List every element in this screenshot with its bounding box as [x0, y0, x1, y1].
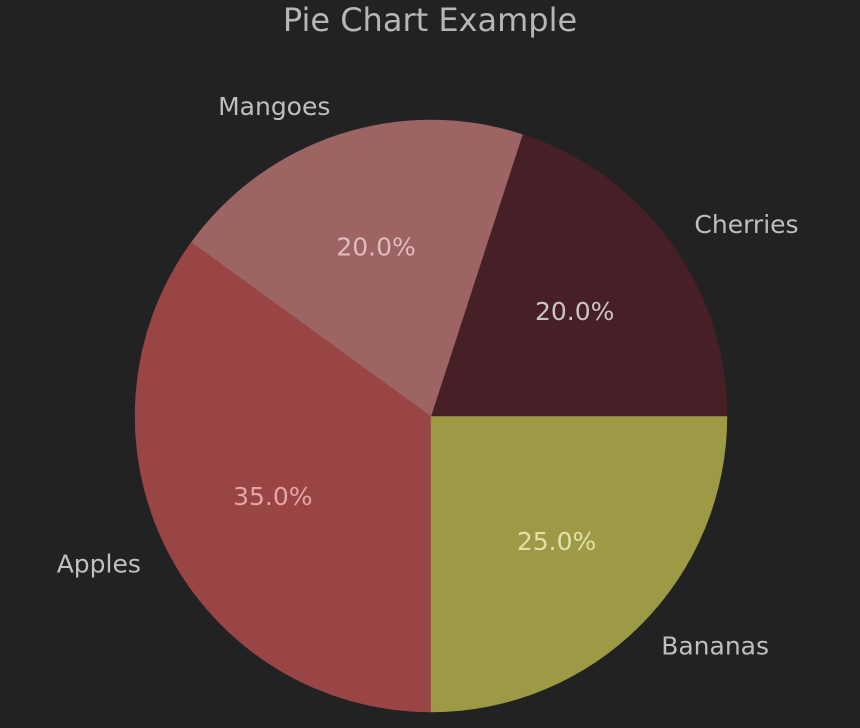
pie-category-label-bananas: Bananas: [661, 632, 769, 661]
pie-slice-cherries: [430, 134, 728, 417]
pie-labels: 35.0% Apples 25.0% Bananas 20.0% Cherries 20.0…: [57, 92, 799, 661]
pie-slice-mangoes: [191, 119, 523, 417]
chart-title: Pie Chart Example: [282, 1, 578, 39]
pie-slice-bananas: [430, 415, 728, 713]
pie-category-label-cherries: Cherries: [694, 210, 798, 239]
pie-slice-apples: [134, 241, 432, 713]
pie-percent-label-mangoes: 20.0%: [336, 233, 415, 262]
pie-percent-label-cherries: 20.0%: [535, 297, 614, 326]
pie-slices: [134, 119, 728, 713]
pie-percent-label-bananas: 25.0%: [517, 527, 596, 556]
pie-category-label-mangoes: Mangoes: [218, 92, 330, 121]
pie-category-label-apples: Apples: [57, 549, 141, 578]
pie-percent-label-apples: 35.0%: [233, 482, 312, 511]
